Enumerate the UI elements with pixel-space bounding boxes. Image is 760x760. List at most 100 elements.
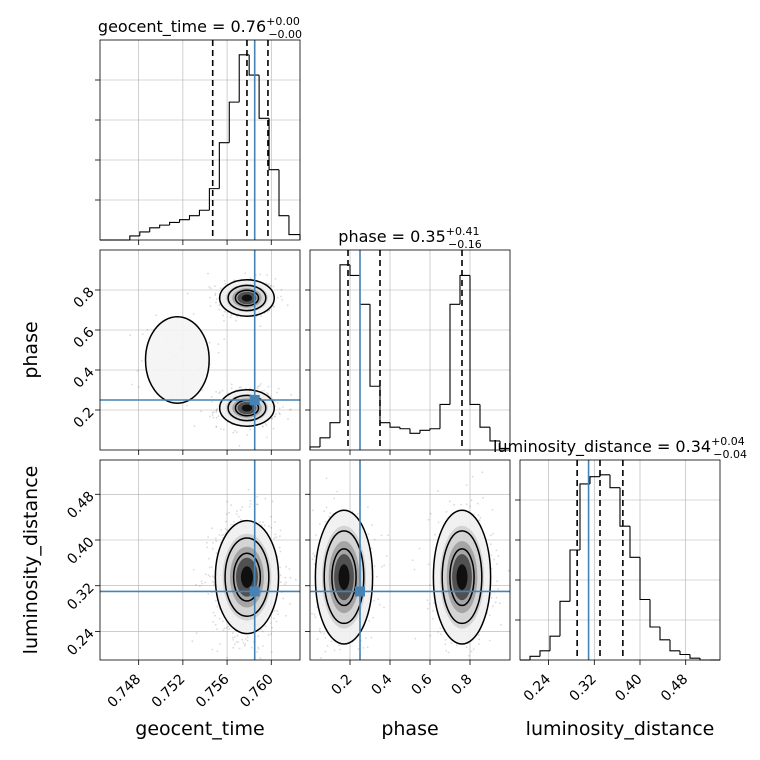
x-axis-label-geocent_time: geocent_time (135, 718, 264, 740)
sample-point (226, 529, 229, 531)
sample-point (270, 526, 273, 529)
hist-bin (429, 428, 440, 431)
hist-bin (288, 215, 300, 236)
sample-point (492, 605, 494, 607)
hist-bin (379, 386, 390, 424)
sample-point (271, 418, 273, 420)
sample-point (319, 627, 321, 630)
histogram-luminosity_distance (520, 474, 720, 661)
sample-point (490, 554, 493, 557)
sample-point (284, 576, 287, 579)
sample-point (507, 569, 510, 572)
hist-bin (579, 483, 590, 550)
hist-bin (489, 427, 500, 442)
sample-point (259, 657, 262, 660)
sample-point (270, 284, 272, 287)
sample-point (273, 617, 275, 620)
sample-point (279, 535, 281, 537)
sample-point (260, 315, 263, 317)
sample-point (370, 636, 373, 639)
contour (441, 530, 483, 625)
sample-point (259, 521, 261, 524)
x-tick-label: 0.6 (409, 671, 436, 698)
sample-point (476, 502, 479, 505)
y-tick-label: 0.24 (64, 626, 97, 659)
contour (218, 389, 276, 427)
sample-point (280, 295, 282, 298)
sample-point (225, 520, 227, 523)
sample-point (281, 299, 283, 301)
hist-bin (309, 446, 320, 450)
y-tick-label: 0.32 (64, 580, 97, 613)
sample-point (361, 670, 363, 672)
sample-point (228, 628, 231, 631)
sample-point (338, 644, 340, 647)
y-axis-label-luminosity_distance: luminosity_distance (20, 466, 42, 655)
panel-title: luminosity_distance = 0.34+0.04 −0.04 (493, 435, 747, 461)
contour (214, 519, 280, 635)
hist-bin (238, 54, 250, 103)
sample-point (238, 444, 241, 447)
contour (224, 537, 270, 617)
sample-point (214, 537, 217, 540)
sample-point (236, 316, 239, 318)
hist-bin (389, 422, 400, 428)
sample-point (370, 547, 373, 550)
sample-point (192, 313, 195, 315)
sample-point (290, 408, 292, 411)
sample-point (261, 425, 264, 427)
sample-point (236, 634, 239, 637)
sample-point (414, 637, 417, 640)
grid-lines (349, 250, 471, 450)
sample-point (243, 645, 246, 647)
sample-point (273, 415, 276, 418)
sample-point (373, 599, 375, 602)
sample-point (278, 407, 281, 410)
sample-point (213, 583, 216, 586)
sample-point (214, 294, 217, 296)
sample-point (295, 578, 297, 581)
sample-point (470, 650, 473, 653)
sample-point (274, 533, 277, 536)
density-level (241, 404, 253, 412)
sample-point (489, 534, 492, 537)
sample-point (453, 503, 455, 506)
truth-marker (249, 586, 260, 597)
sample-point (276, 391, 278, 394)
grid-lines (138, 40, 272, 240)
sample-point (313, 555, 316, 558)
sample-point (273, 610, 276, 612)
hist-bin (339, 264, 350, 423)
sample-point (418, 547, 421, 550)
sample-point (445, 511, 448, 513)
sample-point (230, 387, 233, 390)
sample-point (497, 588, 499, 590)
sample-point (257, 648, 260, 650)
sample-point (207, 593, 210, 595)
sample-point (437, 631, 440, 633)
sample-point (221, 389, 224, 392)
sample-point (247, 488, 250, 491)
sample-point (214, 614, 216, 617)
hist-bin (188, 215, 200, 220)
sample-point (246, 636, 249, 638)
sample-point (217, 351, 220, 354)
sample-point (233, 643, 236, 646)
sample-point (220, 529, 223, 531)
sample-point (218, 308, 221, 311)
hist-bin (599, 474, 610, 477)
sample-point (274, 413, 277, 415)
sample-point (232, 638, 235, 641)
sample-point (241, 638, 244, 641)
sample-point (218, 643, 221, 645)
sample-point (368, 620, 371, 622)
sample-point (262, 425, 264, 428)
sample-point (257, 635, 260, 638)
sample-point (411, 559, 414, 562)
density-level (145, 316, 210, 404)
sample-point (373, 538, 376, 541)
sample-point (264, 422, 267, 425)
sample-point (249, 277, 252, 280)
x-tick-label: 0.8 (449, 671, 476, 698)
contour (218, 279, 276, 317)
